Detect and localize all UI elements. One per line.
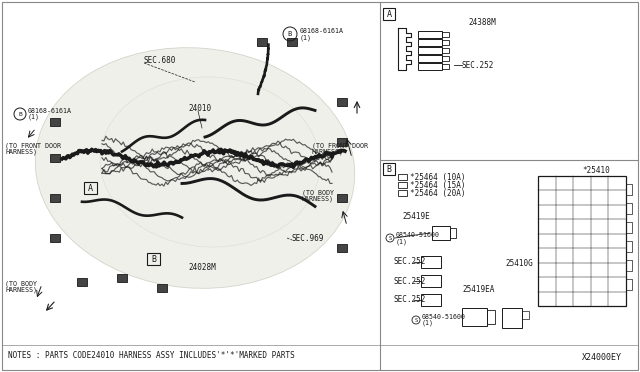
Text: 25419E: 25419E (402, 212, 429, 221)
Text: 24010: 24010 (188, 103, 211, 112)
Text: SEC.252: SEC.252 (393, 257, 426, 266)
Bar (626, 260, 632, 271)
Bar (147, 253, 160, 265)
Text: HARNESS): HARNESS) (312, 149, 344, 155)
Text: 08540-51600: 08540-51600 (396, 232, 440, 238)
Bar (84, 182, 97, 194)
Text: B: B (151, 254, 156, 263)
Bar (157, 284, 167, 292)
Text: (1): (1) (300, 35, 312, 41)
Text: SEC.252: SEC.252 (393, 295, 426, 305)
Bar (50, 118, 60, 126)
Bar (538, 176, 626, 306)
Bar (337, 98, 347, 106)
Bar (50, 194, 60, 202)
Bar (418, 47, 442, 54)
Bar (383, 8, 395, 20)
Bar (626, 203, 632, 214)
Bar (626, 241, 632, 252)
Bar (398, 182, 407, 188)
Text: 08540-51600: 08540-51600 (422, 314, 466, 320)
Bar (50, 154, 60, 162)
Bar (117, 274, 127, 282)
Bar (626, 222, 632, 233)
Text: 25410G: 25410G (505, 260, 532, 269)
Bar (462, 308, 487, 326)
Text: 08168-6161A: 08168-6161A (28, 108, 72, 114)
Bar (257, 38, 267, 46)
Text: S: S (414, 317, 418, 323)
Text: 08168-6161A: 08168-6161A (300, 28, 344, 34)
Text: S: S (388, 235, 392, 241)
Bar (337, 138, 347, 146)
Text: 25419EA: 25419EA (462, 285, 494, 295)
Bar (442, 32, 449, 37)
Bar (432, 226, 450, 240)
Text: (TO FRONT DOOR: (TO FRONT DOOR (312, 143, 368, 149)
Text: (TO BODY: (TO BODY (302, 190, 334, 196)
Text: B: B (288, 31, 292, 37)
Bar (450, 228, 456, 238)
Bar (398, 190, 407, 196)
Bar (626, 279, 632, 290)
Bar (522, 311, 529, 319)
Bar (487, 310, 495, 324)
Text: *25464 (20A): *25464 (20A) (410, 189, 465, 198)
Bar (50, 234, 60, 242)
Text: *25464 (15A): *25464 (15A) (410, 180, 465, 189)
Text: (TO BODY: (TO BODY (5, 281, 37, 287)
Bar (337, 194, 347, 202)
Bar (442, 40, 449, 45)
Bar (77, 278, 87, 286)
Ellipse shape (100, 77, 320, 247)
Text: SEC.969: SEC.969 (292, 234, 324, 243)
Bar (287, 38, 297, 46)
Text: SEC.252: SEC.252 (393, 276, 426, 285)
Bar (418, 63, 442, 70)
Bar (418, 55, 442, 62)
Text: A: A (88, 183, 93, 192)
Bar (418, 39, 442, 46)
Text: 24028M: 24028M (188, 263, 216, 273)
Bar (626, 184, 632, 195)
Text: (1): (1) (422, 320, 434, 326)
Bar (442, 56, 449, 61)
Ellipse shape (35, 48, 355, 288)
Text: HARNESS): HARNESS) (302, 196, 334, 202)
Bar (421, 256, 441, 268)
Bar (418, 31, 442, 38)
Text: X24000EY: X24000EY (582, 353, 622, 362)
Text: 24388M: 24388M (468, 17, 496, 26)
Bar (442, 64, 449, 69)
Bar (421, 294, 441, 306)
Text: B: B (18, 112, 22, 116)
Bar (337, 244, 347, 252)
Text: A: A (387, 10, 392, 19)
Text: NOTES : PARTS CODE24010 HARNESS ASSY INCLUDES'*'*'MARKED PARTS: NOTES : PARTS CODE24010 HARNESS ASSY INC… (8, 352, 295, 360)
Bar (421, 275, 441, 287)
Text: SEC.252: SEC.252 (462, 61, 494, 70)
Text: SEC.680: SEC.680 (144, 55, 177, 64)
Bar (442, 48, 449, 53)
Text: *25410: *25410 (582, 166, 610, 174)
Text: (1): (1) (28, 114, 40, 120)
Text: B: B (387, 164, 392, 173)
Bar (383, 163, 395, 175)
Bar (398, 174, 407, 180)
Text: (TO FRONT DOOR: (TO FRONT DOOR (5, 143, 61, 149)
Text: *25464 (10A): *25464 (10A) (410, 173, 465, 182)
Text: HARNESS): HARNESS) (5, 149, 37, 155)
Text: HARNESS): HARNESS) (5, 287, 37, 293)
Bar (502, 308, 522, 328)
Text: (1): (1) (396, 239, 408, 245)
